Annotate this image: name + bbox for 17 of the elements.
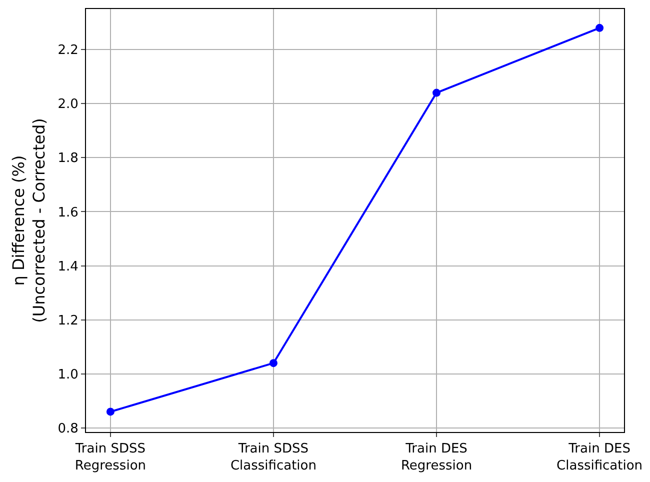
y-tick-label: 0.8 bbox=[58, 422, 78, 436]
x-tick-label: Train SDSS Regression bbox=[74, 442, 146, 474]
y-tick-label: 1.2 bbox=[58, 313, 78, 328]
y-axis-title: η Difference (%) (Uncorrected - Corrected) bbox=[8, 118, 49, 323]
y-tick-label: 2.0 bbox=[58, 97, 78, 112]
point bbox=[106, 408, 114, 416]
y-tick-label: 1.8 bbox=[58, 151, 78, 166]
y-tick-label: 1.4 bbox=[58, 259, 78, 274]
x-tick-label: Train SDSS Classification bbox=[230, 442, 316, 474]
point bbox=[596, 24, 604, 32]
y-tick-label: 1.0 bbox=[58, 367, 78, 382]
x-tick-label: Train DES Regression bbox=[400, 442, 472, 474]
point bbox=[269, 359, 278, 368]
point bbox=[432, 88, 441, 97]
x-tick-label: Train DES Classification bbox=[556, 442, 643, 474]
y-tick-label: 2.2 bbox=[58, 43, 78, 58]
y-tick-label: 1.6 bbox=[58, 205, 78, 220]
